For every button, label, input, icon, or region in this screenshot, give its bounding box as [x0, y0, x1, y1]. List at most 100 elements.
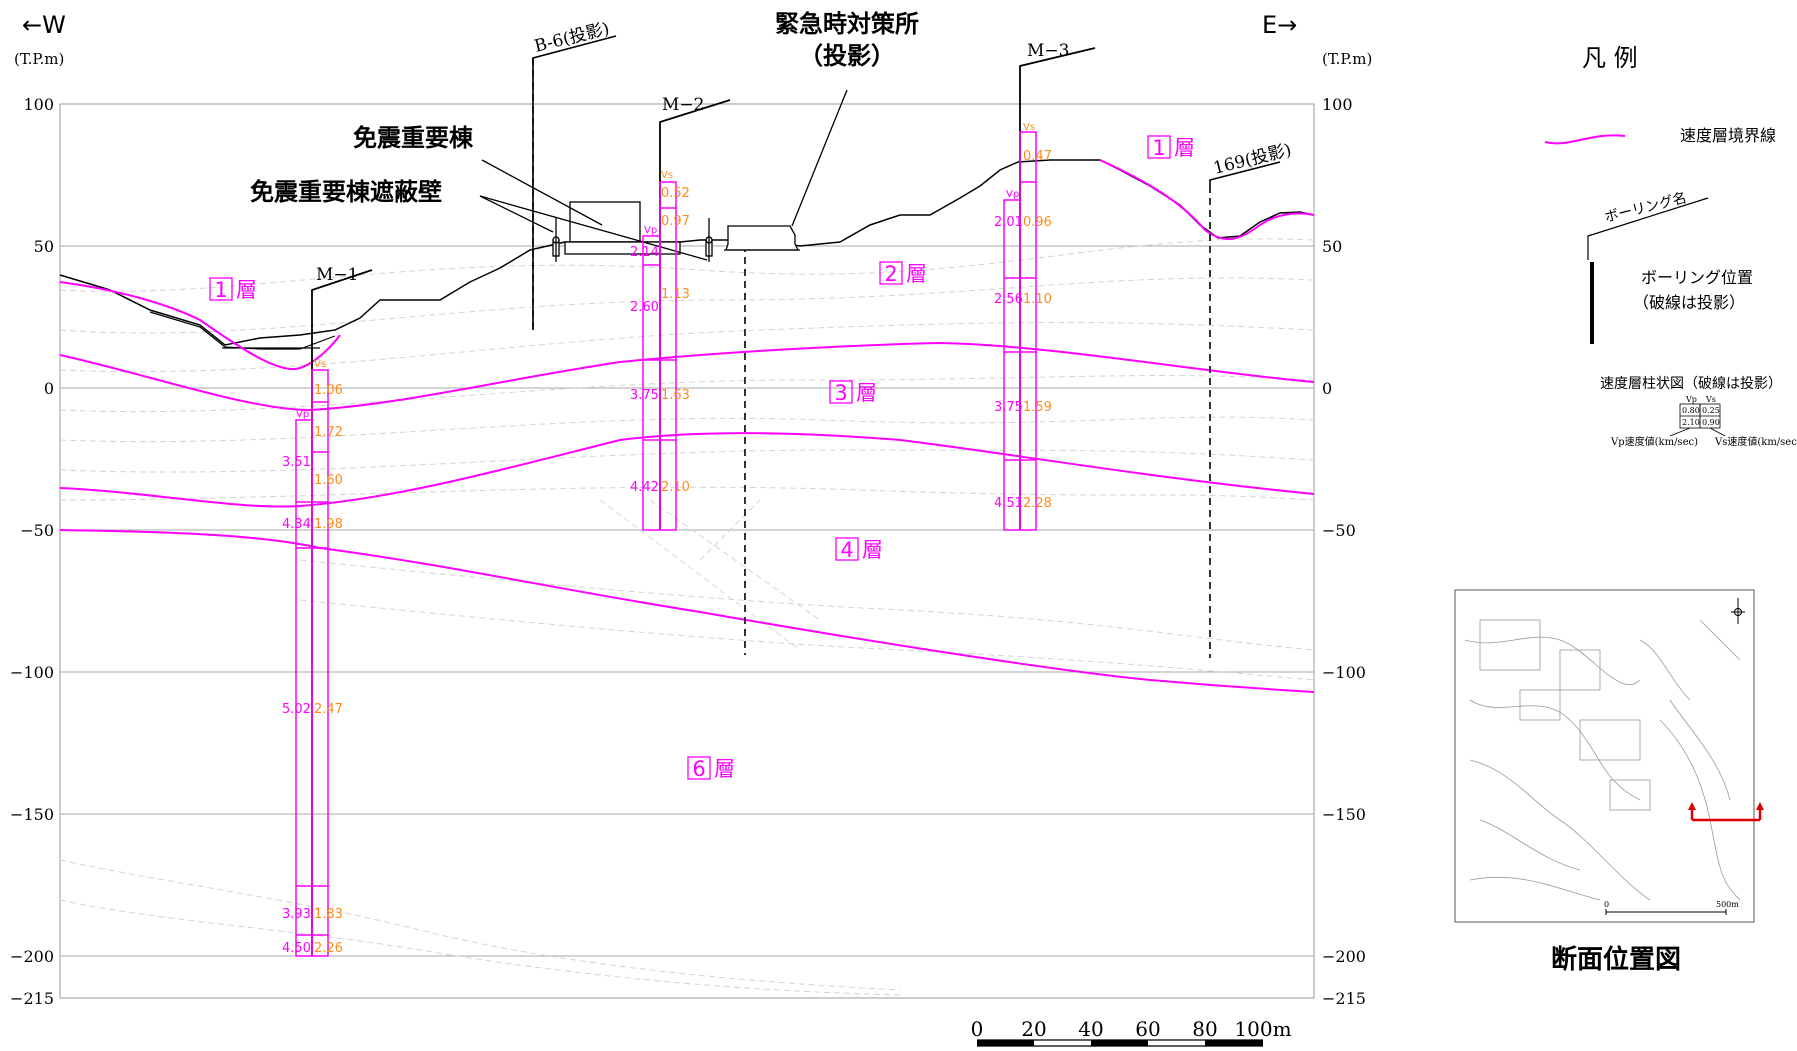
svg-text:−150: −150 — [1322, 805, 1366, 824]
svg-text:層: 層 — [856, 381, 877, 405]
m2-vs-3: 1.63 — [661, 388, 690, 403]
boundary-layer4-6 — [59, 529, 1315, 693]
facility-structures — [552, 201, 800, 262]
borehole-name-m1: M−1 — [316, 265, 358, 285]
svg-text:0.25: 0.25 — [1702, 406, 1720, 415]
borehole-m1 — [311, 269, 373, 956]
m3-vp-head: Vp — [1006, 189, 1019, 200]
legend-borehole-position: ボーリング位置 — [1641, 268, 1753, 287]
svg-text:0.90: 0.90 — [1702, 418, 1720, 427]
left-unit-label: (T.P.m) — [14, 50, 64, 68]
m2-vs-4: 2.10 — [661, 480, 690, 495]
svg-text:層: 層 — [714, 757, 735, 781]
inset-map-title: 断面位置図 — [1551, 944, 1681, 975]
east-direction-label: E→ — [1262, 11, 1297, 39]
m1-vp-0: 3.51 — [282, 455, 311, 470]
svg-text:0: 0 — [44, 379, 54, 398]
legend: 凡 例 速度層境界線 ボーリング名 ボーリング位置 （破線は投影） 速度層柱状図… — [1544, 44, 1797, 448]
svg-text:−50: −50 — [1322, 521, 1356, 540]
velocity-columns — [295, 131, 1037, 957]
m3-vp-2: 3.75 — [994, 400, 1023, 415]
m2-vp-1: 2.60 — [630, 300, 659, 315]
svg-text:0: 0 — [1322, 379, 1332, 398]
svg-text:50: 50 — [1322, 237, 1342, 256]
svg-text:層: 層 — [1174, 136, 1195, 160]
m1-vs-6: 2.26 — [314, 941, 343, 956]
svg-text:50: 50 — [34, 237, 54, 256]
scale-label-40: 40 — [1078, 1017, 1103, 1041]
m2-vp-0: 2.14 — [630, 245, 659, 260]
inset-scale-end: 500m — [1716, 900, 1739, 909]
m3-vs-0: 0.47 — [1023, 149, 1052, 164]
scale-label-0: 0 — [971, 1017, 984, 1041]
svg-text:100: 100 — [1322, 95, 1353, 114]
m1-vp-1: 4.34 — [282, 517, 311, 532]
svg-text:層: 層 — [906, 262, 927, 286]
west-direction-label: ←W — [22, 11, 66, 39]
svg-text:−150: −150 — [10, 805, 54, 824]
projection-label-169: 169(投影) — [1211, 140, 1293, 179]
leader-lines — [479, 89, 848, 261]
right-unit-label: (T.P.m) — [1322, 50, 1372, 68]
svg-text:−215: −215 — [10, 989, 54, 1008]
svg-text:Vp: Vp — [1685, 395, 1697, 404]
m3-vs-3: 1.59 — [1023, 400, 1052, 415]
m3-vs-head: Vs — [1023, 122, 1035, 133]
m1-vp-head: Vp — [296, 409, 309, 420]
m3-vs-2: 1.10 — [1023, 292, 1052, 307]
inset-map: 0 500m — [1454, 589, 1764, 923]
m1-vp-3: 3.93 — [282, 907, 311, 922]
plot-frame — [59, 103, 1315, 999]
svg-text:Vs: Vs — [1705, 395, 1716, 404]
legend-vp-desc: Vp速度値(km/sec) — [1610, 435, 1698, 448]
svg-text:2.10: 2.10 — [1682, 418, 1700, 427]
m1-vs-3: 1.98 — [314, 517, 343, 532]
layer-label-2: 2 層 — [879, 261, 927, 286]
legend-column-title: 速度層柱状図（破線は投影） — [1600, 376, 1782, 392]
m3-vp-1: 2.56 — [994, 292, 1023, 307]
svg-text:100: 100 — [23, 95, 54, 114]
m1-vs-head: Vs — [314, 359, 326, 370]
boundary-layer1-2b — [1099, 159, 1315, 241]
svg-text:−100: −100 — [10, 663, 54, 682]
legend-boundary-swatch — [1544, 134, 1626, 145]
svg-text:1: 1 — [214, 278, 227, 302]
legend-borehole-position-note: （破線は投影） — [1633, 293, 1745, 312]
projected-boreholes — [532, 35, 1281, 658]
boundary-layer1-2a — [59, 281, 341, 371]
legend-velocity-boundary: 速度層境界線 — [1680, 126, 1776, 145]
scale-label-100: 100m — [1234, 1017, 1291, 1041]
m2-vs-0: 0.52 — [661, 186, 690, 201]
facility-label-emergency-office-note: （投影） — [799, 42, 895, 70]
m3-vp-0: 2.01 — [994, 215, 1023, 230]
svg-text:4: 4 — [840, 538, 853, 562]
m2-vs-2: 1.13 — [661, 287, 690, 302]
svg-text:−50: −50 — [20, 521, 54, 540]
y-axis-right: 100 50 0 −50 −100 −150 −200 −215 — [1322, 95, 1366, 1008]
borehole-name-m3: M−3 — [1027, 41, 1069, 61]
m2-vs-1: 0.97 — [661, 214, 690, 229]
geology-texture — [59, 238, 1315, 996]
facility-label-main-building: 免震重要棟 — [353, 124, 474, 152]
legend-title: 凡 例 — [1582, 44, 1638, 72]
layer-label-1-west: 1 層 — [209, 277, 257, 302]
boundary-layer2-3 — [59, 341, 1315, 412]
projection-label-b6: B-6(投影) — [532, 19, 611, 57]
velocity-boundaries — [59, 159, 1315, 693]
m1-vs-2: 1.60 — [314, 473, 343, 488]
facility-label-shield-wall: 免震重要棟遮蔽壁 — [250, 178, 442, 206]
svg-text:0.80: 0.80 — [1682, 406, 1700, 415]
m1-vs-4: 2.47 — [314, 702, 343, 717]
borehole-name-m2: M−2 — [662, 95, 704, 115]
m1-vs-1: 1.72 — [314, 425, 343, 440]
svg-text:3: 3 — [834, 381, 847, 405]
m1-vp-2: 5.02 — [282, 702, 311, 717]
scale-label-60: 60 — [1135, 1017, 1160, 1041]
m1-vs-5: 1.83 — [314, 907, 343, 922]
facility-label-emergency-office: 緊急時対策所 — [775, 10, 919, 38]
m1-vs-0: 1.06 — [314, 383, 343, 398]
scale-bar: 0 20 40 60 80 100m — [971, 1017, 1292, 1047]
boundary-layer3-4 — [59, 432, 1315, 508]
m1-vp-4: 4.50 — [282, 941, 311, 956]
